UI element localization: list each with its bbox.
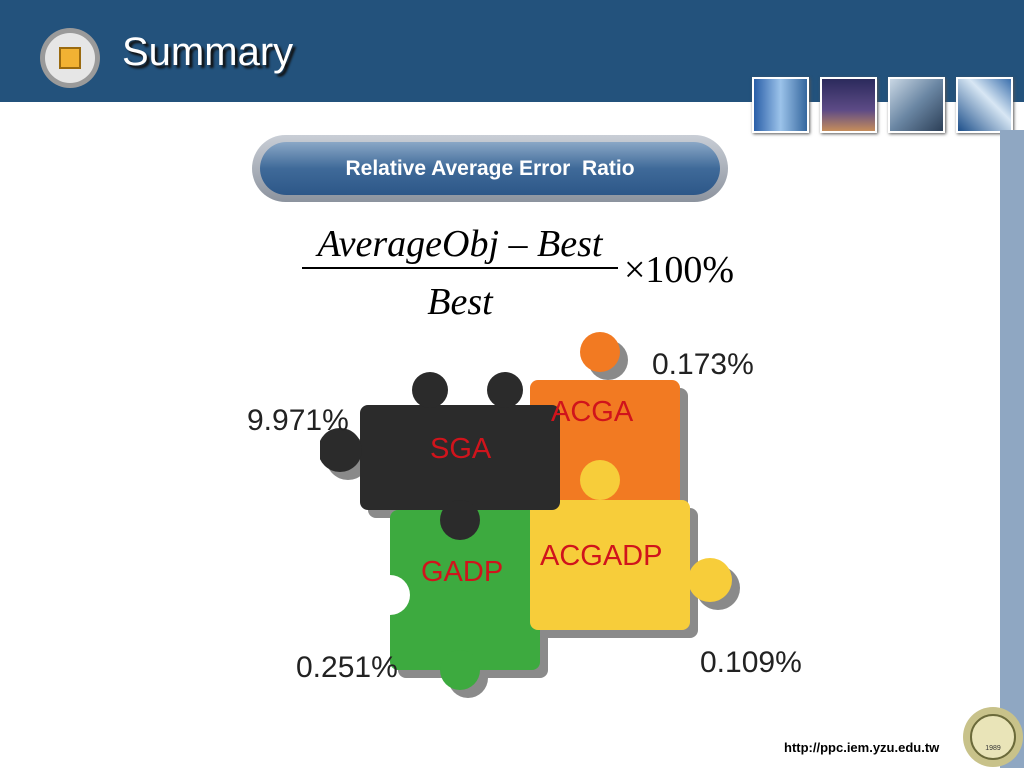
fraction-line [302,267,618,269]
piece-value: 0.173% [652,348,754,381]
formula-numerator: AverageObj – Best [317,223,603,265]
puzzle [320,332,740,698]
piece-acga [530,332,680,510]
piece-gadp [370,510,540,690]
piece-acgadp [530,460,732,630]
piece-label: ACGA [551,396,634,428]
piece-value: 9.971% [247,404,349,437]
formula-denominator: Best [427,281,493,323]
formula-multiplier: ×100% [624,249,735,291]
thumbnail [888,77,945,133]
university-logo: 1989 [963,707,1023,767]
side-bar [1000,130,1024,768]
banner: Relative Average Error Ratio [252,135,728,202]
piece-label: SGA [430,433,492,465]
footer-url: http://ppc.iem.yzu.edu.tw [784,740,940,755]
logo-text: 1989 [985,745,1001,752]
header-icon [40,28,100,88]
slide-title: Summary [122,30,294,74]
piece-label: GADP [421,556,504,588]
piece-sga [320,372,560,540]
banner-text: Relative Average Error Ratio [260,142,720,195]
thumbnail [956,77,1013,133]
piece-label: ACGADP [540,540,663,572]
piece-value: 0.251% [296,651,398,684]
thumbnail [820,77,877,133]
thumbnail [752,77,809,133]
piece-value: 0.109% [700,646,802,679]
